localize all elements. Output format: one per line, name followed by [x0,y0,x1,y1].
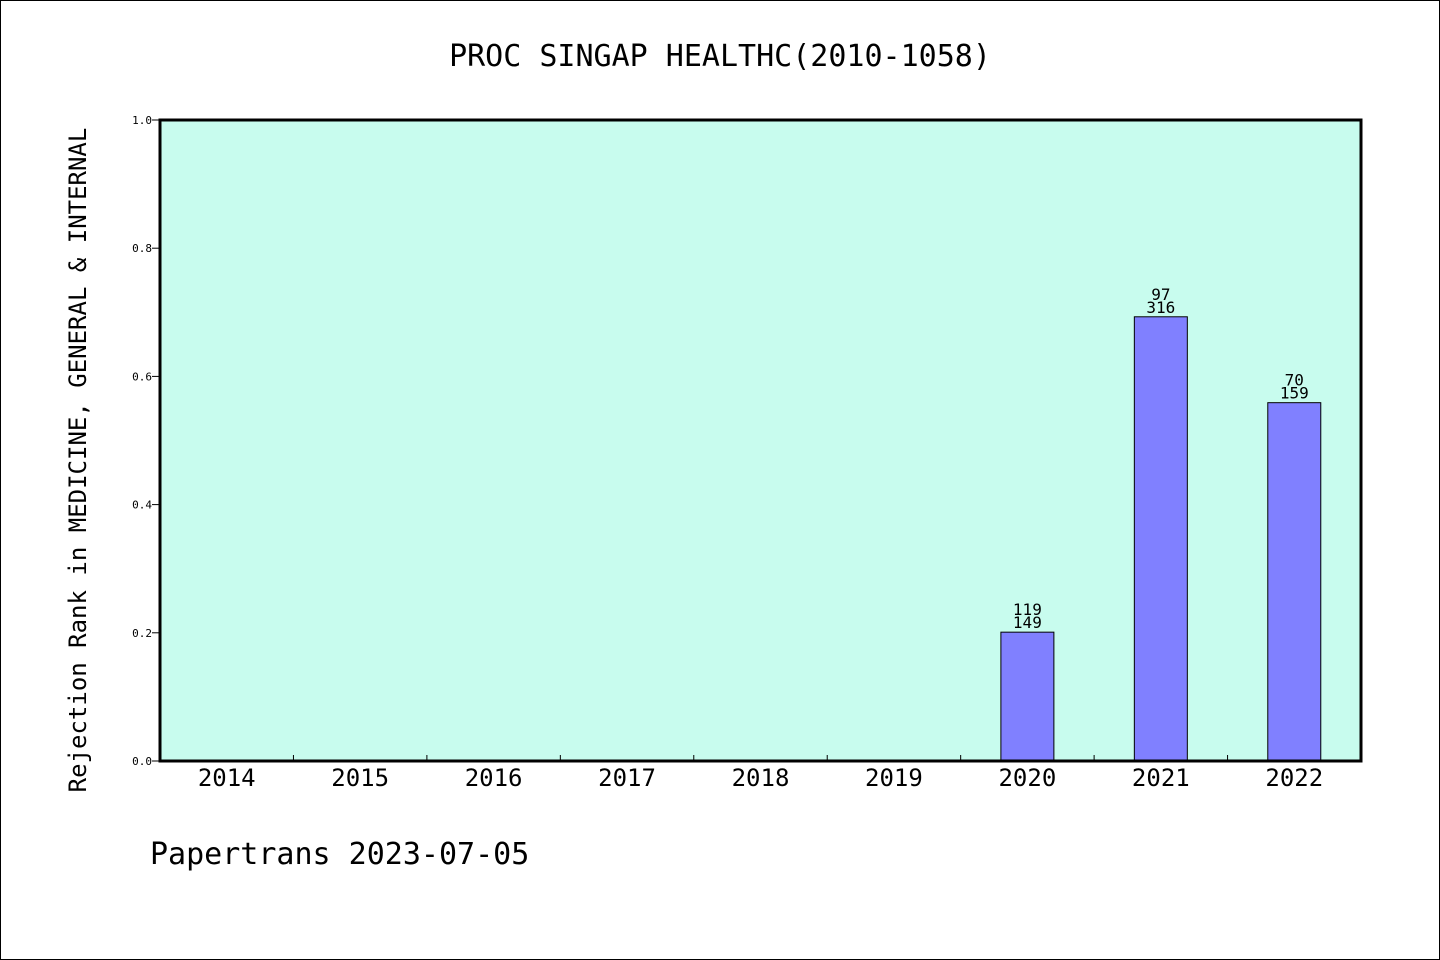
bar-2022 [1267,402,1322,762]
bar-2020 [1000,631,1055,762]
x-tick-label: 2015 [331,764,389,792]
bar-label-top: 97 [1151,285,1170,304]
y-tick-label: 1.0 [132,114,152,127]
bar-label-bottom: 149 [1013,613,1042,632]
y-tick-label: 0.0 [132,755,152,768]
x-tick-label: 2014 [198,764,256,792]
x-tick-label: 2019 [865,764,923,792]
y-axis-label: Rejection Rank in MEDICINE, GENERAL & IN… [64,128,92,793]
x-tick-label: 2018 [732,764,790,792]
x-tick-label: 2017 [598,764,656,792]
y-tick-label: 0.8 [132,242,152,255]
bar-label-top: 70 [1285,371,1304,390]
bar-label-top: 119 [1013,600,1042,619]
y-tick-label: 0.4 [132,499,152,512]
x-tick-label: 2021 [1132,764,1190,792]
bar-2021 [1133,316,1188,762]
bar-label-bottom: 316 [1146,298,1175,317]
y-tick-label: 0.6 [132,370,152,383]
plot-border [158,118,1363,763]
x-tick-label: 2016 [465,764,523,792]
x-tick-label: 2020 [998,764,1056,792]
bar-label-bottom: 159 [1280,384,1309,403]
chart-title: PROC SINGAP HEALTHC(2010-1058) [449,39,991,74]
y-tick-label: 0.2 [132,627,152,640]
x-ticks-layer: 2014 2015 2016 2017 2018 2019 2020 2021 2022 [198,755,1323,792]
y-ticks-layer: 0.0 0.2 0.4 0.6 0.8 1.0 [132,114,159,768]
footer-stamp: Papertrans 2023-07-05 [150,837,529,872]
x-tick-label: 2022 [1265,764,1323,792]
